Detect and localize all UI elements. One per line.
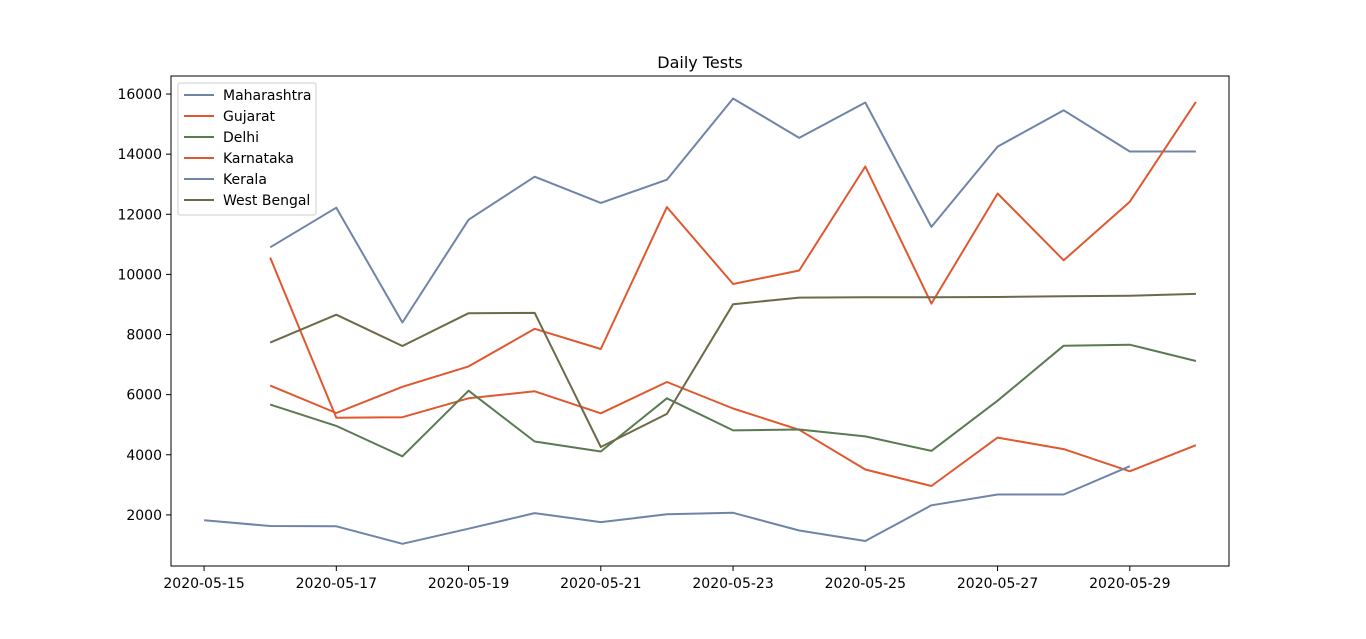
legend-label: Kerala: [223, 172, 267, 188]
y-axis: 2000 4000 6000 8000 10000 12000 14000 16000: [117, 87, 171, 524]
y-tick-label: 14000: [117, 147, 162, 163]
legend-label: Delhi: [223, 130, 259, 146]
y-tick-label: 10000: [117, 267, 162, 283]
y-tick-label: 2000: [126, 508, 162, 524]
chart-title: Daily Tests: [657, 53, 742, 72]
x-tick-label: 2020-05-19: [428, 576, 509, 592]
y-tick-label: 12000: [117, 207, 162, 223]
series-line-kerala: [204, 465, 1131, 545]
series-line-gujarat: [269, 257, 1197, 487]
y-tick-label: 4000: [126, 448, 162, 464]
x-tick-label: 2020-05-27: [957, 576, 1038, 592]
x-tick-label: 2020-05-15: [163, 576, 244, 592]
series-line-maharashtra: [269, 97, 1196, 324]
legend-label: Maharashtra: [223, 88, 311, 104]
x-tick-label: 2020-05-21: [560, 576, 641, 592]
plot-frame: [170, 75, 1230, 567]
legend-label: West Bengal: [223, 193, 310, 209]
y-tick-label: 8000: [126, 328, 162, 344]
series-layer: [204, 97, 1197, 545]
legend-label: Gujarat: [223, 109, 276, 125]
x-tick-label: 2020-05-29: [1089, 576, 1170, 592]
x-tick-label: 2020-05-23: [692, 576, 773, 592]
x-axis: 2020-05-15 2020-05-17 2020-05-19 2020-05-21…: [163, 566, 1171, 592]
series-line-karnataka: [269, 101, 1197, 414]
y-tick-label: 6000: [126, 388, 162, 404]
legend-label: Karnataka: [223, 151, 294, 167]
series-line-west-bengal: [269, 292, 1196, 448]
legend: Maharashtra Gujarat Delhi Karnataka Kerala We…: [177, 82, 317, 216]
x-tick-label: 2020-05-17: [296, 576, 377, 592]
x-tick-label: 2020-05-25: [825, 576, 906, 592]
y-tick-label: 16000: [117, 87, 162, 103]
series-line-delhi: [269, 343, 1197, 458]
